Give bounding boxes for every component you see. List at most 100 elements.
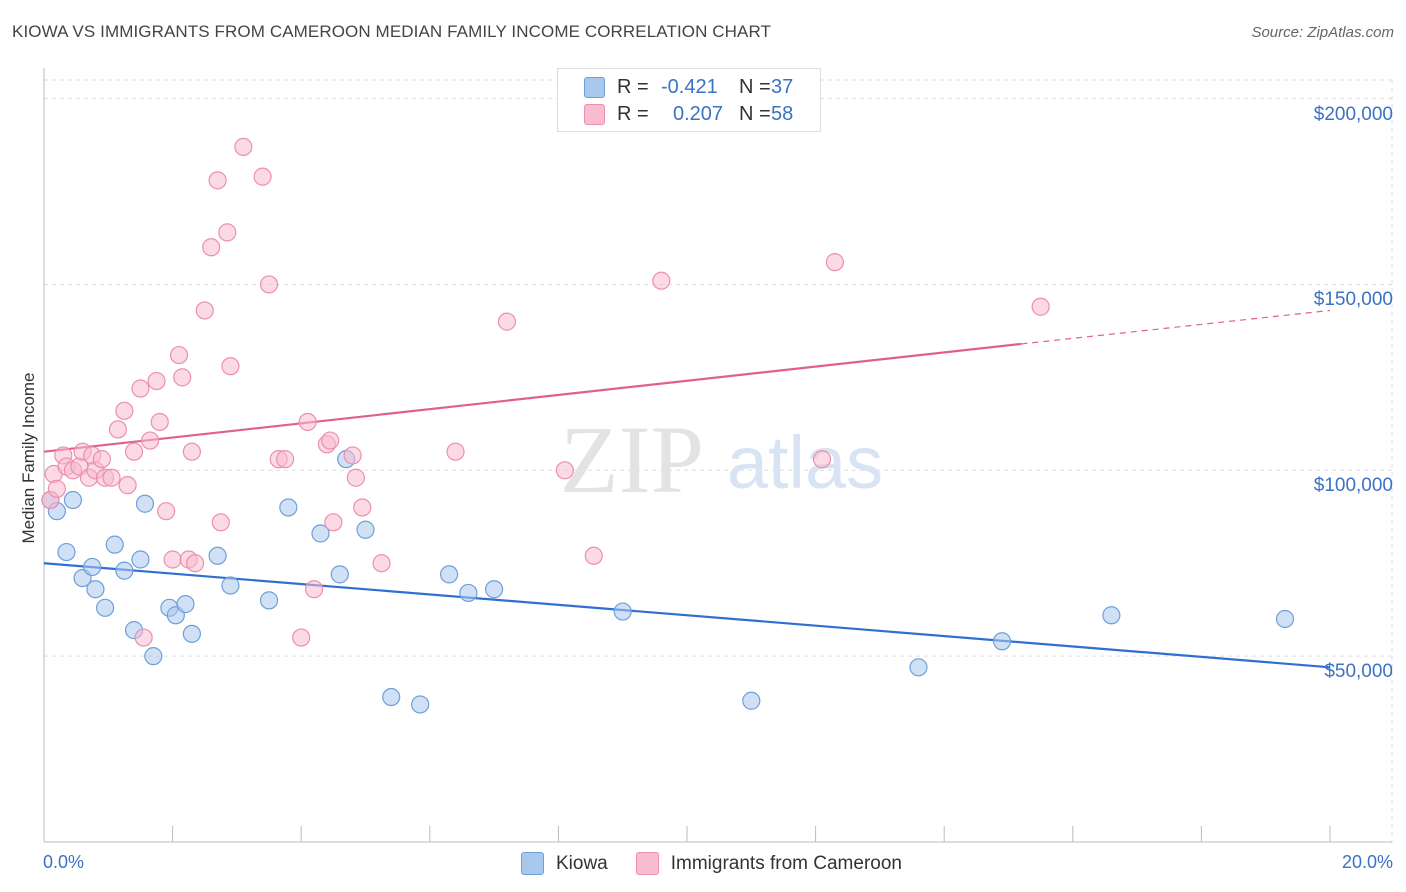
legend-r-label: R = [617,102,649,125]
kiowa-point [221,576,240,595]
cameroon-trend-line [43,342,1022,453]
cameroon-trend-extension [1021,309,1331,345]
cameroon-point [134,628,153,647]
series-legend-cameroon: Immigrants from Cameroon [635,852,902,875]
cameroon-point [47,479,66,498]
watermark: ZIP atlas [560,406,883,513]
legend-swatch-cameroon [584,103,605,125]
cameroon-point [169,345,189,365]
kiowa-point [356,520,375,539]
y-axis-label: Median Family Income [19,372,38,544]
kiowa-point [259,591,279,610]
cameroon-point [346,468,365,487]
cameroon-point [147,371,166,391]
series-swatch-kiowa [521,852,544,875]
cameroon-point [102,468,121,487]
kiowa-point [742,691,761,710]
watermark-atlas: atlas [727,421,883,504]
kiowa-point [144,647,163,666]
cameroon-point [157,502,176,521]
cameroon-point [446,442,465,461]
grid-lines [44,79,1393,842]
cameroon-point [208,171,227,190]
kiowa-point [382,687,401,707]
kiowa-point [57,542,76,562]
cameroon-point [108,420,128,439]
cameroon-point [343,446,362,465]
watermark-zip: ZIP [560,406,704,513]
kiowa-point [909,658,928,677]
series-legend: Kiowa Immigrants from Cameroon [521,852,930,875]
legend-n-label: N = [739,102,771,125]
data-points [41,137,1295,714]
legend-swatch-kiowa [584,76,605,98]
cameroon-point [163,550,182,569]
cameroon-point [298,412,317,432]
series-label-kiowa: Kiowa [556,852,608,874]
cameroon-point [321,431,340,450]
cameroon-point [372,554,391,573]
kiowa-point [208,546,227,565]
kiowa-point [95,598,115,617]
kiowa-point [485,580,504,599]
cameroon-point [812,450,832,469]
cameroon-point [150,412,169,432]
kiowa-point [992,632,1012,651]
cameroon-point [324,513,343,532]
kiowa-point [1102,606,1121,625]
legend-kiowa-r: -0.421 [661,75,718,98]
y-tick-label: $100,000 [1313,475,1393,497]
kiowa-point [176,595,195,614]
series-legend-kiowa: Kiowa [521,852,608,875]
cameroon-point [253,167,272,186]
cameroon-point [497,312,517,331]
x-tick-min: 0.0% [43,852,85,872]
cameroon-point [218,223,237,242]
cameroon-point [555,461,574,480]
correlation-legend: R = -0.421 N = 37 R = 0.207 N = 58 [557,68,821,132]
cameroon-point [140,431,160,450]
cameroon-point [211,513,230,532]
cameroon-point [115,401,134,420]
kiowa-point [279,498,298,517]
series-swatch-cameroon [635,852,659,875]
legend-n-label: N = [739,75,771,98]
legend-row-cameroon: R = 0.207 N = 58 [584,102,793,126]
kiowa-point [182,624,201,643]
kiowa-point [105,535,124,554]
cameroon-point [353,498,372,517]
y-tick-label: $200,000 [1313,103,1393,125]
kiowa-point [131,550,150,569]
chart-title: KIOWA VS IMMIGRANTS FROM CAMEROON MEDIAN… [12,22,772,41]
kiowa-trend-line [43,562,1331,669]
cameroon-point [259,275,279,294]
chart-source: Source: ZipAtlas.com [1251,24,1394,41]
kiowa-point [135,494,155,513]
axes [43,68,1392,843]
cameroon-point [92,450,111,469]
legend-cameroon-n: 58 [771,102,794,125]
cameroon-point [221,357,240,376]
series-label-cameroon: Immigrants from Cameroon [670,852,902,874]
cameroon-point [652,271,671,290]
cameroon-point [1031,297,1050,316]
kiowa-point [459,583,478,603]
x-tick-max: 20.0% [1341,852,1393,872]
kiowa-point [63,490,83,510]
cameroon-point [276,450,295,469]
cameroon-point [825,253,844,272]
cameroon-point [304,580,324,599]
kiowa-point [115,561,134,580]
cameroon-point [173,368,192,387]
cameroon-point [182,442,201,461]
trend-lines [43,309,1331,669]
kiowa-point [311,524,330,543]
cameroon-point [118,476,137,495]
cameroon-point [584,546,603,565]
kiowa-point [1275,609,1295,629]
cameroon-point [292,628,311,647]
legend-kiowa-n: 37 [771,75,794,98]
cameroon-point [124,442,144,461]
kiowa-point [330,565,349,584]
